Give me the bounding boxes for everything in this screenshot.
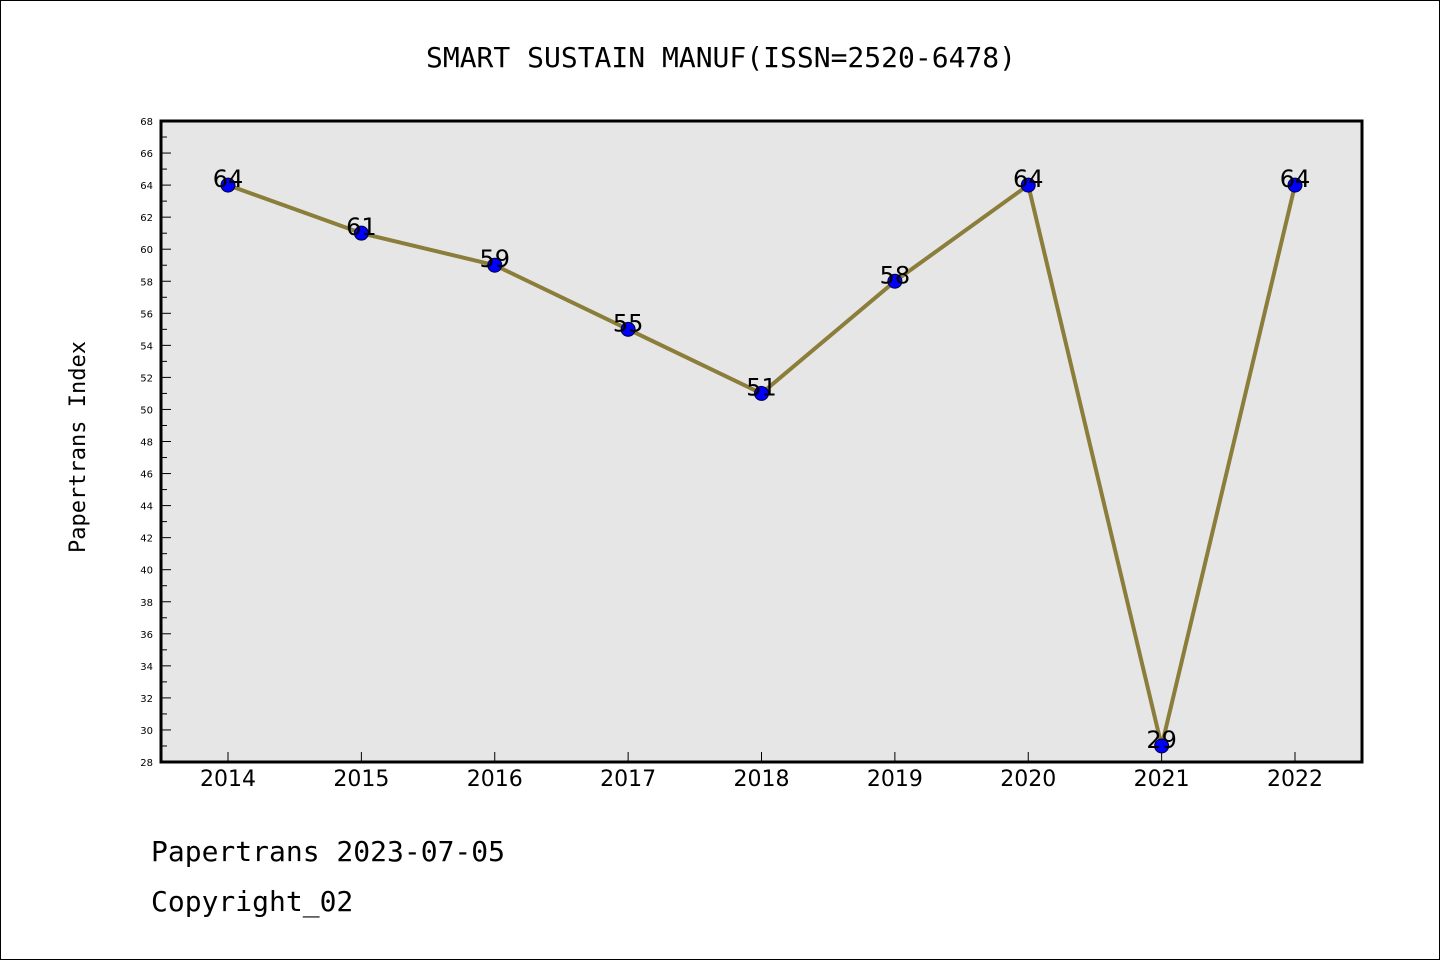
x-tick-label: 2019 bbox=[867, 767, 923, 792]
chart-title: SMART SUSTAIN MANUF(ISSN=2520-6478) bbox=[426, 41, 1016, 74]
plot-border bbox=[159, 119, 1364, 764]
data-label: 64 bbox=[213, 165, 244, 193]
data-point bbox=[1287, 177, 1303, 193]
data-point bbox=[1020, 177, 1036, 193]
x-tick-label: 2020 bbox=[1000, 767, 1056, 792]
y-tick-label: 46 bbox=[140, 470, 153, 481]
data-point bbox=[487, 257, 503, 273]
data-label: 59 bbox=[479, 245, 510, 273]
y-tick-label: 54 bbox=[140, 341, 153, 352]
y-tick-label: 56 bbox=[140, 309, 153, 320]
data-label: 55 bbox=[613, 309, 644, 337]
data-label: 61 bbox=[346, 213, 377, 241]
data-label: 64 bbox=[1013, 165, 1044, 193]
y-tick-label: 28 bbox=[140, 758, 153, 769]
y-tick-label: 32 bbox=[140, 694, 153, 705]
data-labels-group: 64 61 59 55 51 58 64 29 64 bbox=[213, 165, 1311, 754]
series-points-group bbox=[220, 177, 1303, 754]
data-label: 29 bbox=[1146, 726, 1177, 754]
y-tick-label: 38 bbox=[140, 598, 153, 609]
x-tick-label: 2018 bbox=[734, 767, 790, 792]
data-label: 64 bbox=[1280, 165, 1311, 193]
footer-date: Papertrans 2023-07-05 bbox=[151, 835, 506, 868]
data-point bbox=[353, 225, 369, 241]
data-label: 58 bbox=[880, 261, 911, 289]
x-tick-label: 2015 bbox=[333, 767, 389, 792]
x-tick-label: 2017 bbox=[600, 767, 656, 792]
x-tick-label: 2016 bbox=[467, 767, 523, 792]
x-tick-label: 2014 bbox=[200, 767, 256, 792]
y-tick-label: 64 bbox=[140, 181, 153, 192]
y-tick-label: 40 bbox=[140, 566, 153, 577]
data-point bbox=[220, 177, 236, 193]
x-tick-label: 2022 bbox=[1267, 767, 1323, 792]
y-tick-label: 36 bbox=[140, 630, 153, 641]
y-tick-label: 34 bbox=[140, 662, 153, 673]
y-tick-label: 62 bbox=[140, 213, 153, 224]
y-tick-label: 30 bbox=[140, 726, 153, 737]
y-tick-label: 50 bbox=[140, 405, 153, 416]
y-tick-label: 48 bbox=[140, 438, 153, 449]
y-tick-label: 42 bbox=[140, 534, 153, 545]
y-tick-label: 52 bbox=[140, 373, 153, 384]
x-tick-label: 2021 bbox=[1134, 767, 1190, 792]
y-tick-label: 60 bbox=[140, 245, 153, 256]
y-tick-label: 44 bbox=[140, 502, 153, 513]
data-point bbox=[754, 385, 769, 401]
data-label: 51 bbox=[746, 373, 777, 401]
data-point bbox=[620, 321, 636, 337]
y-axis-label: Papertrans Index bbox=[66, 341, 91, 553]
footer-copyright: Copyright_02 bbox=[151, 885, 354, 918]
data-point bbox=[1154, 738, 1170, 754]
data-point bbox=[887, 273, 903, 289]
x-axis: 2014 2015 2016 2017 2018 2019 2020 2021 2022 bbox=[200, 752, 1323, 792]
y-tick-label: 66 bbox=[140, 149, 153, 160]
y-tick-label: 68 bbox=[140, 117, 153, 128]
y-tick-label: 58 bbox=[140, 277, 153, 288]
